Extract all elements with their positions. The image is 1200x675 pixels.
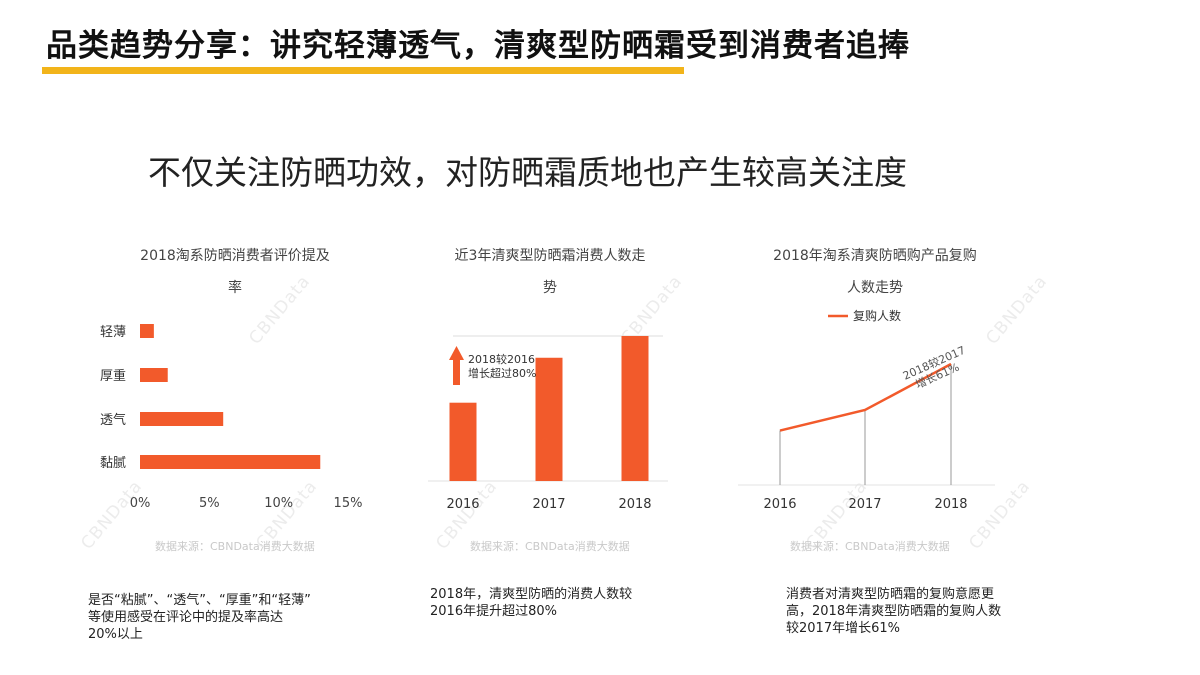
chart1-caption-line2: 等使用感受在评论中的提及率高达	[88, 610, 284, 625]
annotation-line1: 2018较2016	[468, 352, 535, 366]
category-label: 透气	[100, 412, 126, 428]
chart2-title: 近3年清爽型防晒霜消费人数走 势	[410, 240, 690, 304]
category-label: 黏腻	[100, 455, 126, 471]
chart2-title-line1: 近3年清爽型防晒霜消费人数走	[454, 248, 646, 264]
growth-arrow-shaft	[453, 359, 460, 385]
chart3-title-line2: 人数走势	[847, 280, 903, 296]
chart3-caption-line2: 高，2018年清爽型防晒霜的复购人数	[786, 604, 1002, 619]
growth-arrow-head	[449, 346, 464, 360]
x-tick-label: 2018	[934, 497, 967, 512]
legend-label: 复购人数	[853, 308, 901, 323]
series-line	[779, 362, 952, 432]
chart3-caption: 消费者对清爽型防晒霜的复购意愿更 高，2018年清爽型防晒霜的复购人数 较201…	[786, 586, 1086, 637]
bar	[140, 368, 168, 382]
chart1-caption-line3: 20%以上	[88, 627, 143, 642]
chart1-source: 数据来源：CBNData消费大数据	[155, 540, 315, 553]
chart1-title: 2018淘系防晒消费者评价提及 率	[100, 240, 370, 304]
bar	[140, 324, 154, 338]
chart2-caption: 2018年，清爽型防晒的消费人数较 2016年提升超过80%	[430, 586, 720, 620]
x-tick-label: 0%	[130, 496, 151, 511]
chart3-source: 数据来源：CBNData消费大数据	[790, 540, 950, 553]
bar	[140, 455, 321, 469]
x-tick-label: 10%	[264, 496, 293, 511]
category-label: 厚重	[100, 368, 126, 384]
x-tick-label: 2017	[532, 497, 565, 512]
chart2-caption-line1: 2018年，清爽型防晒的消费人数较	[430, 587, 633, 602]
page-subtitle: 不仅关注防晒功效，对防晒霜质地也产生较高关注度	[148, 153, 907, 192]
bar	[535, 357, 563, 481]
category-label: 轻薄	[100, 325, 126, 340]
page-title: 品类趋势分享：讲究轻薄透气，清爽型防晒霜受到消费者追捧	[46, 28, 910, 64]
chart3-title-line1: 2018年淘系清爽防晒购产品复购	[773, 248, 977, 264]
chart1-caption-line1: 是否“粘腻”、“透气”、“厚重”和“轻薄”	[88, 593, 311, 608]
chart3-caption-line3: 较2017年增长61%	[786, 621, 900, 636]
x-tick-label: 2016	[446, 497, 479, 512]
bar	[449, 402, 477, 481]
title-underline	[42, 67, 684, 74]
x-tick-label: 2018	[618, 497, 651, 512]
x-tick-label: 15%	[334, 496, 363, 511]
x-tick-label: 2017	[848, 497, 881, 512]
x-tick-label: 2016	[763, 497, 796, 512]
chart2-caption-line2: 2016年提升超过80%	[430, 604, 557, 619]
chart2-title-line2: 势	[543, 280, 557, 296]
chart2-source: 数据来源：CBNData消费大数据	[470, 540, 630, 553]
chart1-title-line1: 2018淘系防晒消费者评价提及	[140, 248, 330, 264]
chart1-caption: 是否“粘腻”、“透气”、“厚重”和“轻薄” 等使用感受在评论中的提及率高达 20…	[88, 592, 378, 643]
bar	[140, 412, 224, 426]
chart1-title-line2: 率	[228, 280, 242, 296]
chart3-caption-line1: 消费者对清爽型防晒霜的复购意愿更	[786, 587, 995, 602]
x-tick-label: 5%	[199, 496, 220, 511]
annotation-line2: 增长超过80%	[468, 366, 536, 380]
chart3-title: 2018年淘系清爽防晒购产品复购 人数走势	[730, 240, 1020, 304]
bar	[621, 336, 649, 481]
